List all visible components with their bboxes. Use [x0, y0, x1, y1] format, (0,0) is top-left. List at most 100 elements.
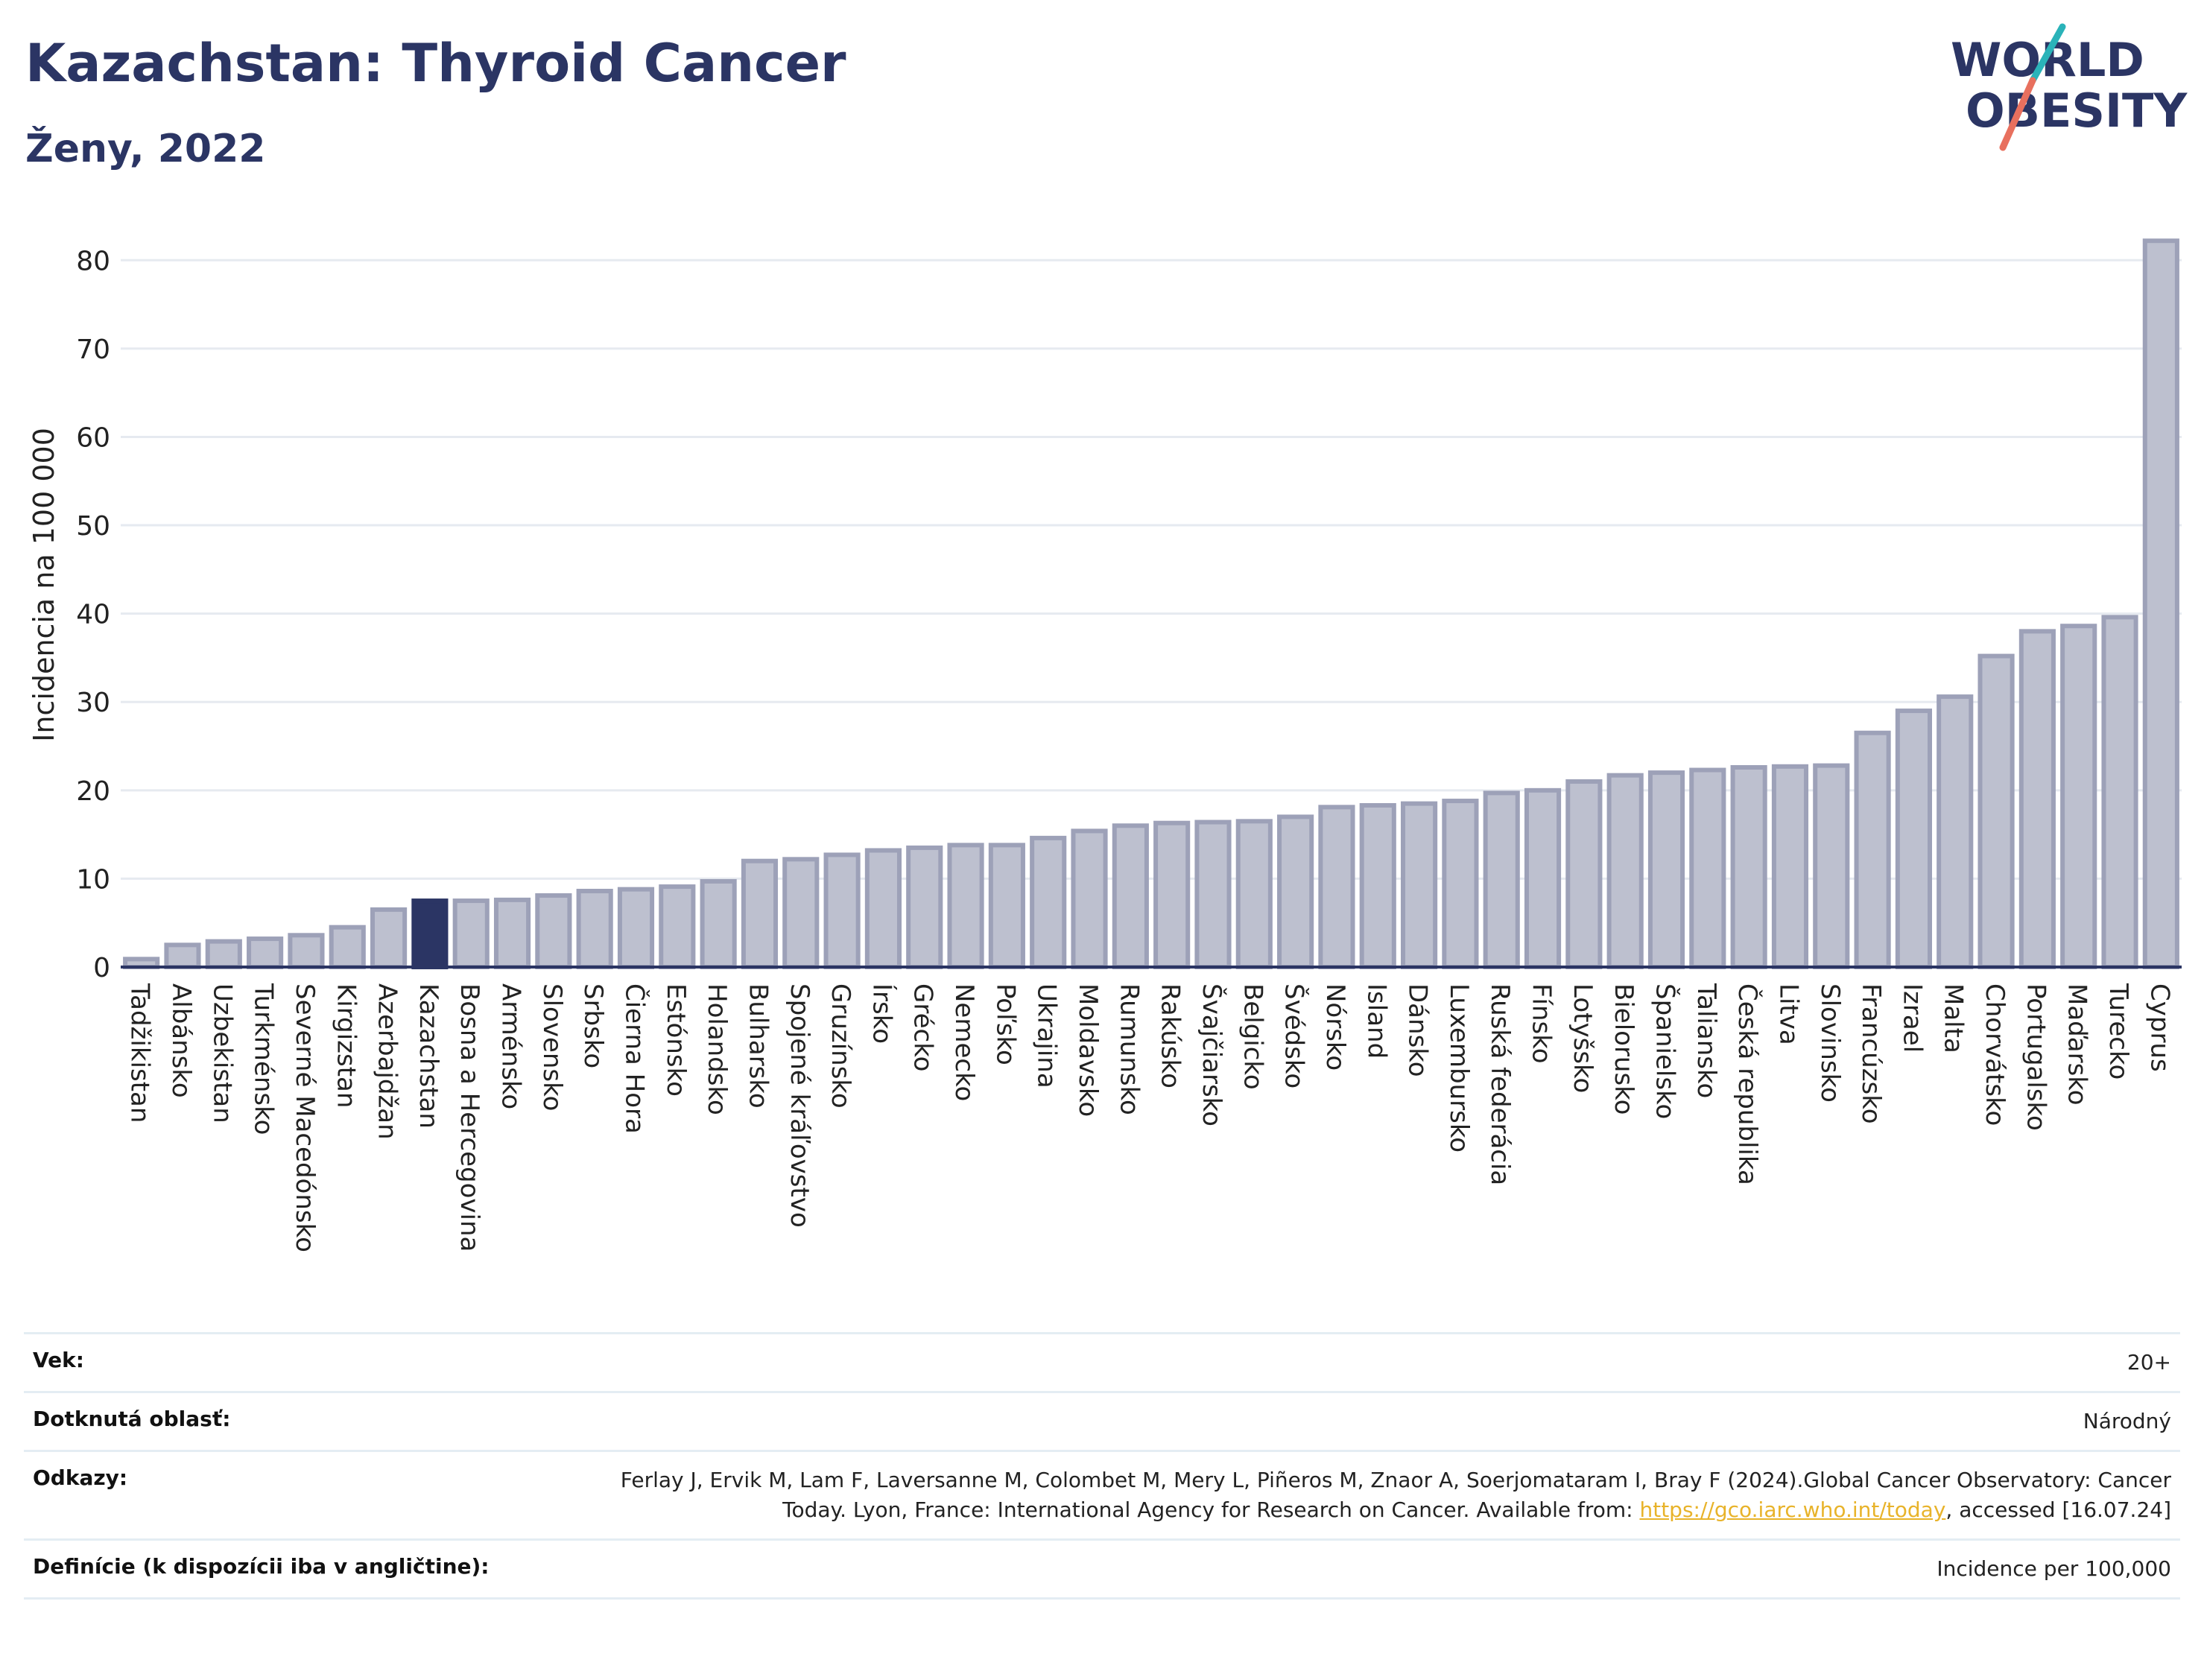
x-tick-label: Litva	[1773, 983, 1803, 1045]
bar-Moldavsko[interactable]	[1071, 828, 1108, 970]
bar-Bielorusko[interactable]	[1606, 773, 1644, 970]
references-tail: , accessed [16.07.24]	[1945, 1497, 2171, 1522]
bar-Island[interactable]	[1359, 802, 1396, 969]
bar-Nórsko[interactable]	[1318, 805, 1355, 970]
meta-row-age: Vek: 20+	[24, 1332, 2180, 1391]
y-tick-label: 10	[76, 864, 110, 895]
bar-Turecko[interactable]	[2101, 615, 2138, 969]
x-tick-label: Belgicko	[1238, 983, 1267, 1090]
x-tick-label: Azerbajdžan	[373, 983, 402, 1140]
x-tick-label: Švajčiarsko	[1197, 983, 1227, 1126]
x-tick-label: Bielorusko	[1609, 983, 1638, 1115]
bar-Kirgizstan[interactable]	[329, 925, 366, 969]
bar-Rumunsko[interactable]	[1112, 823, 1149, 969]
x-tick-label: Lotyšsko	[1568, 983, 1597, 1093]
x-tick-label: Turkménsko	[249, 983, 279, 1135]
x-tick-label: Írsko	[867, 983, 897, 1044]
x-tick-label: Bulharsko	[743, 983, 773, 1109]
x-tick-label: Slovensko	[537, 983, 567, 1111]
x-tick-label: Holandsko	[702, 983, 732, 1115]
bar-Chorvátsko[interactable]	[1977, 653, 2015, 969]
bar-Slovinsko[interactable]	[1813, 763, 1850, 969]
chart-subtitle: Ženy, 2022	[25, 127, 266, 171]
bar-Taliansko[interactable]	[1689, 767, 1726, 969]
bar-Írsko[interactable]	[864, 848, 902, 969]
bar-Luxembursko[interactable]	[1442, 799, 1479, 969]
bar-Fínsko[interactable]	[1524, 787, 1562, 969]
x-tick-label: Rumunsko	[1114, 983, 1144, 1115]
chart-title: Kazachstan: Thyroid Cancer	[25, 33, 846, 94]
bar-Dánsko[interactable]	[1401, 801, 1438, 970]
bar-Azerbajdžan[interactable]	[370, 907, 408, 969]
x-tick-label: Albánsko	[166, 983, 196, 1098]
x-tick-label: Moldavsko	[1073, 983, 1103, 1117]
area-value: Národný	[2083, 1409, 2171, 1433]
x-tick-label: Ukrajina	[1032, 983, 1062, 1088]
meta-row-definitions: Definície (k dispozícii iba v angličtine…	[24, 1538, 2180, 1600]
meta-row-references: Odkazy: Ferlay J, Ervik M, Lam F, Lavers…	[24, 1450, 2180, 1538]
bar-Poľsko[interactable]	[988, 843, 1025, 970]
x-tick-label: Estónsko	[661, 983, 691, 1097]
bar-Belgicko[interactable]	[1235, 819, 1273, 970]
bar-Čierna Hora[interactable]	[617, 887, 655, 969]
x-tick-label: Gruzínsko	[826, 983, 855, 1109]
references-link[interactable]: https://gco.iarc.who.int/today	[1639, 1497, 1946, 1522]
y-tick-label: 80	[76, 246, 110, 276]
x-tick-label: Nemecko	[949, 983, 979, 1101]
bar-Gruzínsko[interactable]	[823, 852, 861, 969]
bar-Rakúsko[interactable]	[1153, 820, 1191, 969]
bar-Švédsko[interactable]	[1277, 814, 1314, 970]
x-tick-label: Dánsko	[1403, 983, 1433, 1077]
bar-Litva[interactable]	[1771, 764, 1809, 969]
bar-Švajčiarsko[interactable]	[1194, 820, 1232, 969]
bar-Izrael[interactable]	[1895, 709, 1932, 969]
bar-Lotyšsko[interactable]	[1565, 779, 1603, 970]
bar-Severné Macedónsko[interactable]	[288, 933, 325, 969]
bar-Turkménsko[interactable]	[247, 936, 284, 969]
references-label: Odkazy:	[33, 1465, 128, 1490]
bar-Estónsko[interactable]	[659, 884, 696, 970]
y-tick-label: 30	[76, 688, 110, 718]
bar-Bosna a Hercegovina[interactable]	[452, 898, 490, 970]
logo-line2: OBESITY	[1966, 83, 2188, 138]
y-tick-label: 40	[76, 600, 110, 630]
y-axis-label: Incidencia na 100 000	[28, 428, 60, 742]
definitions-value: Incidence per 100,000	[1937, 1556, 2171, 1581]
logo-slash-teal	[2029, 23, 2066, 84]
bar-Maďarsko[interactable]	[2060, 624, 2097, 969]
y-axis-ticks: 0 10 20 30 40 50 60 70 80	[76, 246, 110, 983]
bar-Kazachstan[interactable]	[411, 898, 449, 970]
bar-Cyprus[interactable]	[2142, 238, 2179, 969]
bar-Ruská federácia[interactable]	[1483, 790, 1520, 970]
bar-Albánsko[interactable]	[164, 942, 201, 969]
bar-Srbsko[interactable]	[576, 889, 613, 970]
bar-Bulharsko[interactable]	[741, 858, 779, 969]
bar-Španielsko[interactable]	[1647, 770, 1685, 969]
bar-Česká republika[interactable]	[1730, 764, 1767, 969]
bar-Ukrajina[interactable]	[1030, 835, 1067, 970]
bar-Malta[interactable]	[1937, 694, 1974, 969]
x-tick-label: Severné Macedónsko	[290, 983, 320, 1252]
bar-chart: 0 10 20 30 40 50 60 70 80 Tadžikistan Albánsko Uzb…	[28, 238, 2182, 1252]
bar-Holandsko[interactable]	[700, 878, 737, 969]
bar-Spojené kráľovstvo[interactable]	[782, 857, 820, 970]
age-value: 20+	[2127, 1350, 2171, 1375]
bar-Slovensko[interactable]	[535, 893, 572, 969]
y-tick-label: 50	[76, 511, 110, 542]
references-value: Ferlay J, Ervik M, Lam F, Laversanne M, …	[569, 1465, 2171, 1525]
bar-Francúzsko[interactable]	[1854, 730, 1891, 969]
x-tick-label: Uzbekistan	[207, 983, 237, 1123]
bar-Portugalsko[interactable]	[2018, 629, 2056, 969]
x-tick-label: Malta	[1939, 983, 1969, 1053]
x-tick-label: Bosna a Hercegovina	[455, 983, 484, 1252]
x-tick-label: Slovinsko	[1815, 983, 1845, 1103]
bar-Nemecko[interactable]	[947, 843, 984, 970]
x-tick-label: Švédsko	[1279, 983, 1310, 1088]
x-tick-label: Luxembursko	[1444, 983, 1474, 1153]
bar-Arménsko[interactable]	[493, 897, 531, 969]
y-tick-label: 0	[93, 953, 110, 983]
x-tick-label: Ruská federácia	[1485, 983, 1515, 1185]
bar-Grécko[interactable]	[906, 845, 943, 969]
bar-Uzbekistan[interactable]	[205, 939, 242, 969]
references-text: Ferlay J, Ervik M, Lam F, Laversanne M, …	[620, 1468, 2171, 1522]
